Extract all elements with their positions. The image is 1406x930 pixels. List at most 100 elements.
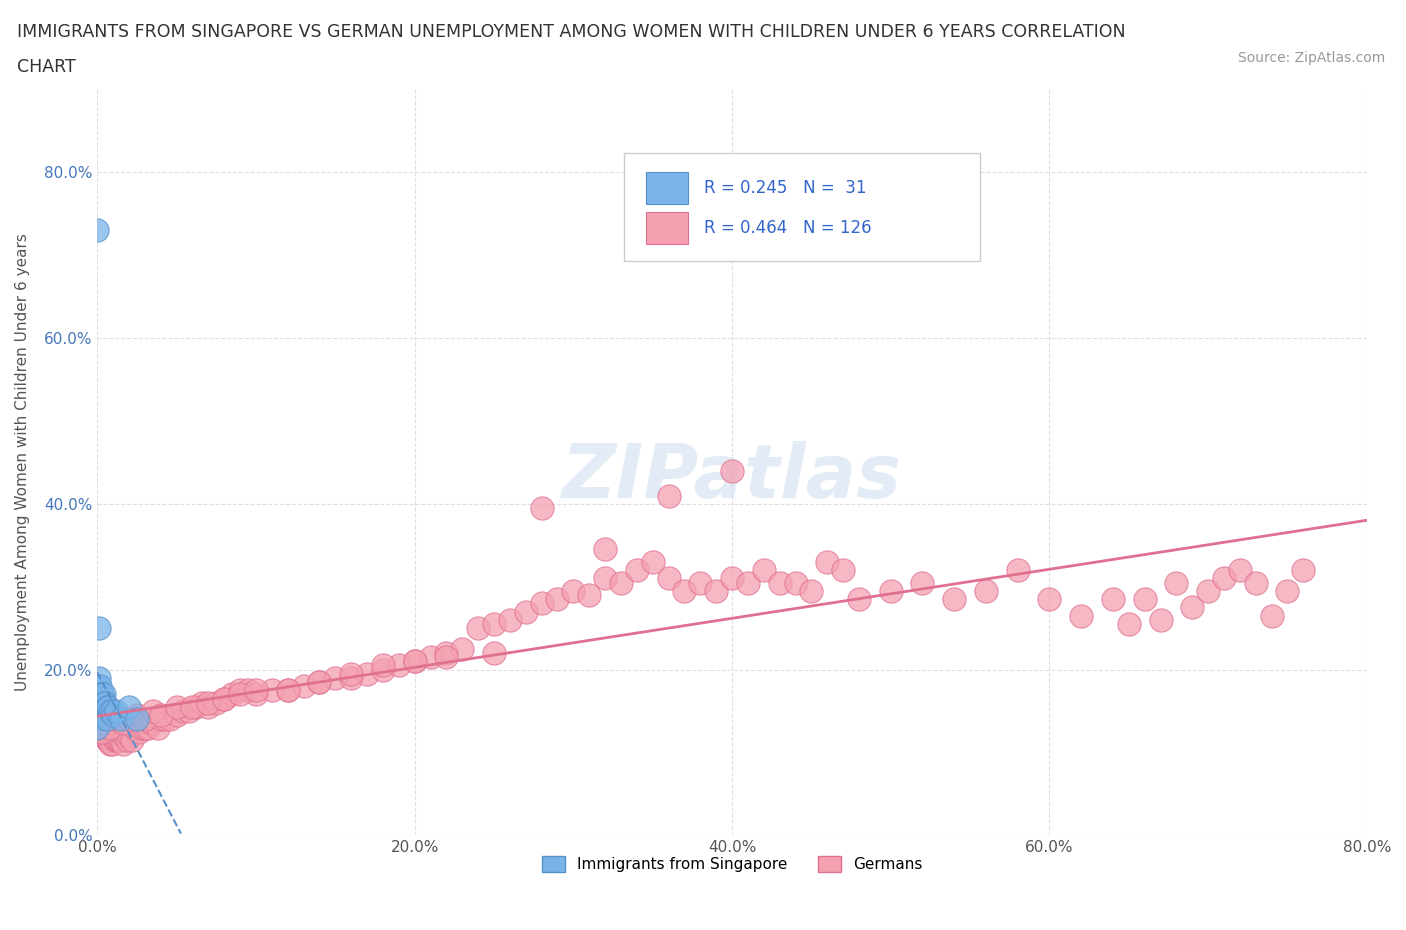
Point: [610, 575, 633, 590]
Point: [704, 583, 727, 598]
Point: [308, 674, 330, 689]
Point: [1229, 563, 1251, 578]
Point: [114, 728, 136, 743]
Point: [658, 571, 681, 586]
Point: [499, 612, 522, 627]
Point: [1213, 571, 1236, 586]
Point: [155, 711, 177, 726]
Point: [191, 696, 214, 711]
Point: [197, 699, 219, 714]
Point: [530, 596, 553, 611]
Point: [1277, 583, 1299, 598]
Point: [98, 737, 121, 751]
Point: [769, 575, 792, 590]
Point: [800, 583, 823, 598]
Point: [673, 583, 696, 598]
Point: [141, 716, 163, 731]
Point: [205, 696, 228, 711]
Point: [880, 583, 903, 598]
Point: [434, 650, 457, 665]
Point: [689, 575, 711, 590]
Point: [94, 696, 117, 711]
Point: [128, 724, 150, 739]
Point: [785, 575, 807, 590]
Point: [184, 699, 207, 714]
Point: [641, 554, 664, 569]
Point: [277, 683, 299, 698]
Point: [277, 683, 299, 698]
Point: [721, 571, 744, 586]
Point: [737, 575, 759, 590]
Point: [1260, 608, 1282, 623]
Text: R = 0.464   N = 126: R = 0.464 N = 126: [704, 219, 872, 237]
Point: [308, 674, 330, 689]
Point: [1007, 563, 1029, 578]
Point: [578, 588, 600, 603]
Point: [323, 671, 346, 685]
Point: [86, 679, 108, 694]
Point: [356, 666, 378, 681]
Bar: [645, 212, 688, 244]
Point: [1133, 591, 1156, 606]
Point: [340, 666, 363, 681]
Point: [388, 658, 411, 672]
Point: [89, 679, 111, 694]
Point: [911, 575, 934, 590]
Point: [221, 687, 243, 702]
Point: [212, 691, 235, 706]
Point: [546, 591, 568, 606]
Point: [815, 554, 838, 569]
Point: [86, 223, 108, 238]
Point: [1166, 575, 1188, 590]
Point: [832, 563, 855, 578]
Point: [96, 699, 118, 714]
Point: [124, 720, 146, 735]
Point: [97, 733, 120, 748]
Point: [110, 711, 132, 726]
Point: [118, 699, 141, 714]
Point: [1149, 612, 1171, 627]
Point: [93, 696, 115, 711]
Point: [260, 683, 283, 698]
Text: Source: ZipAtlas.com: Source: ZipAtlas.com: [1237, 51, 1385, 65]
Point: [105, 733, 128, 748]
Point: [104, 733, 127, 748]
Point: [467, 620, 489, 635]
Point: [181, 699, 204, 714]
Point: [142, 704, 165, 719]
Point: [93, 687, 115, 702]
Point: [125, 711, 148, 726]
Point: [371, 658, 394, 672]
Point: [110, 733, 132, 748]
Point: [86, 720, 108, 735]
Point: [1038, 591, 1060, 606]
Point: [87, 620, 110, 635]
Point: [404, 654, 426, 669]
Point: [172, 704, 194, 719]
Text: CHART: CHART: [17, 58, 76, 75]
Point: [89, 691, 111, 706]
Point: [419, 650, 441, 665]
Point: [105, 704, 128, 719]
Point: [179, 704, 201, 719]
Point: [1102, 591, 1125, 606]
Point: [721, 463, 744, 478]
Point: [105, 711, 128, 726]
Point: [848, 591, 870, 606]
Point: [943, 591, 966, 606]
Point: [197, 696, 219, 711]
Point: [93, 728, 115, 743]
Text: ZIPatlas: ZIPatlas: [562, 441, 903, 513]
Point: [118, 711, 141, 726]
Text: IMMIGRANTS FROM SINGAPORE VS GERMAN UNEMPLOYMENT AMONG WOMEN WITH CHILDREN UNDER: IMMIGRANTS FROM SINGAPORE VS GERMAN UNEM…: [17, 23, 1125, 41]
Point: [515, 604, 537, 619]
Point: [111, 737, 134, 751]
Point: [94, 728, 117, 743]
Point: [143, 711, 166, 726]
Point: [86, 696, 108, 711]
Point: [112, 728, 135, 743]
Point: [89, 720, 111, 735]
Point: [98, 720, 121, 735]
Point: [1070, 608, 1092, 623]
Point: [91, 687, 114, 702]
